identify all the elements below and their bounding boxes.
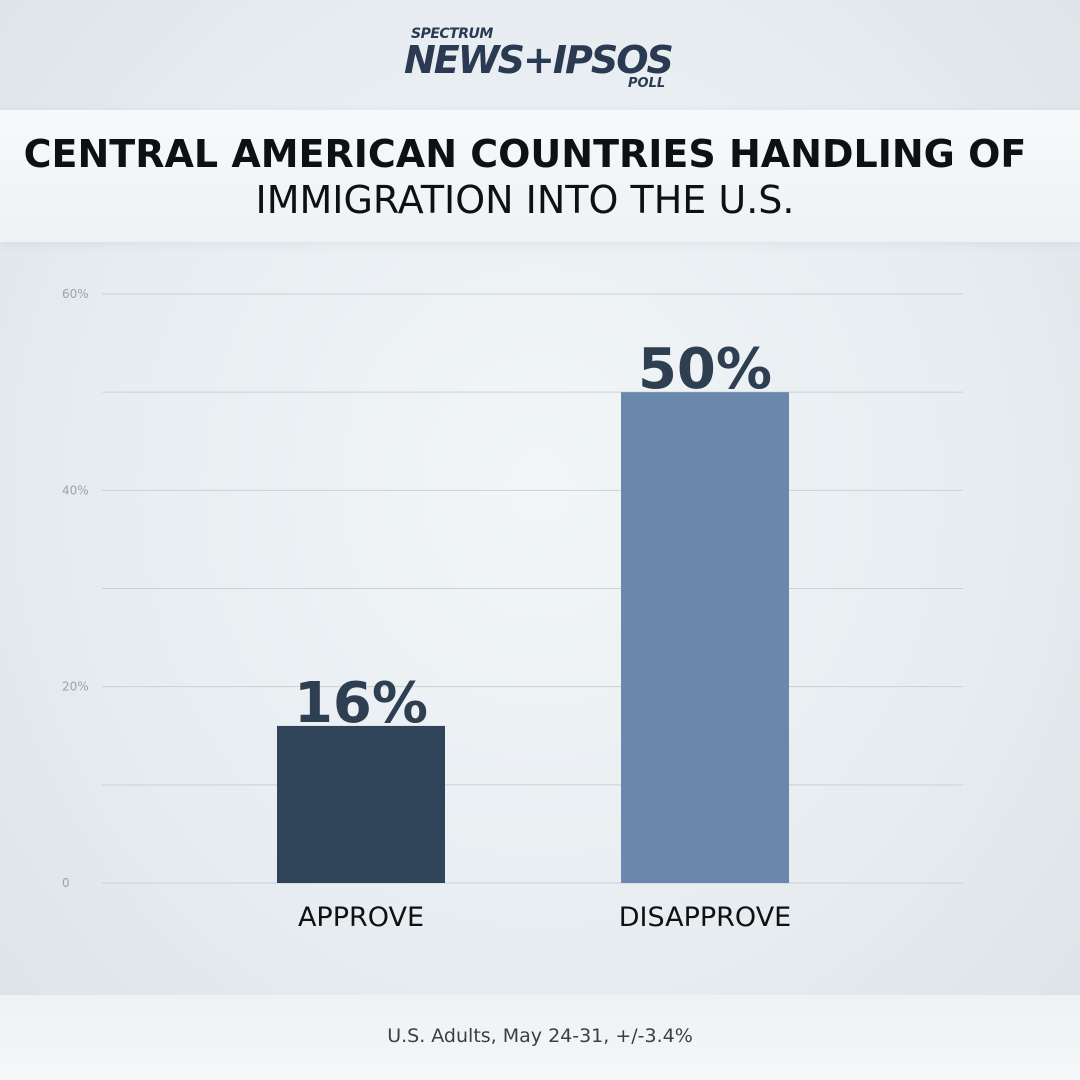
x-tick-label: APPROVE bbox=[298, 902, 424, 933]
y-tick-label: 0 bbox=[62, 876, 70, 890]
chart-subtitle: IMMIGRATION INTO THE U.S. bbox=[255, 178, 795, 222]
title-band bbox=[0, 110, 1080, 242]
logo-poll-text: POLL bbox=[628, 76, 666, 91]
bar-chart: 0 20% 40% 60% 16% APPROVE 50% DISAPPROVE bbox=[62, 287, 963, 933]
x-tick-label: DISAPPROVE bbox=[619, 902, 792, 933]
data-label: 16% bbox=[294, 671, 428, 736]
bar bbox=[621, 392, 789, 883]
logo-main-text: NEWS+IPSOS bbox=[404, 38, 674, 82]
y-tick-label: 20% bbox=[62, 680, 89, 694]
spectrum-news-ipsos-logo: SPECTRUM NEWS+IPSOS POLL bbox=[0, 24, 1080, 94]
data-label: 50% bbox=[638, 337, 772, 402]
bar bbox=[277, 725, 445, 883]
logo-spectrum-text: SPECTRUM bbox=[411, 26, 493, 42]
y-tick-label: 60% bbox=[62, 287, 89, 301]
chart-title: CENTRAL AMERICAN COUNTRIES HANDLING OF bbox=[23, 132, 1027, 176]
footer-note: U.S. Adults, May 24-31, +/-3.4% bbox=[387, 1025, 693, 1047]
y-tick-label: 40% bbox=[62, 483, 89, 497]
footer-band bbox=[0, 995, 1080, 1080]
